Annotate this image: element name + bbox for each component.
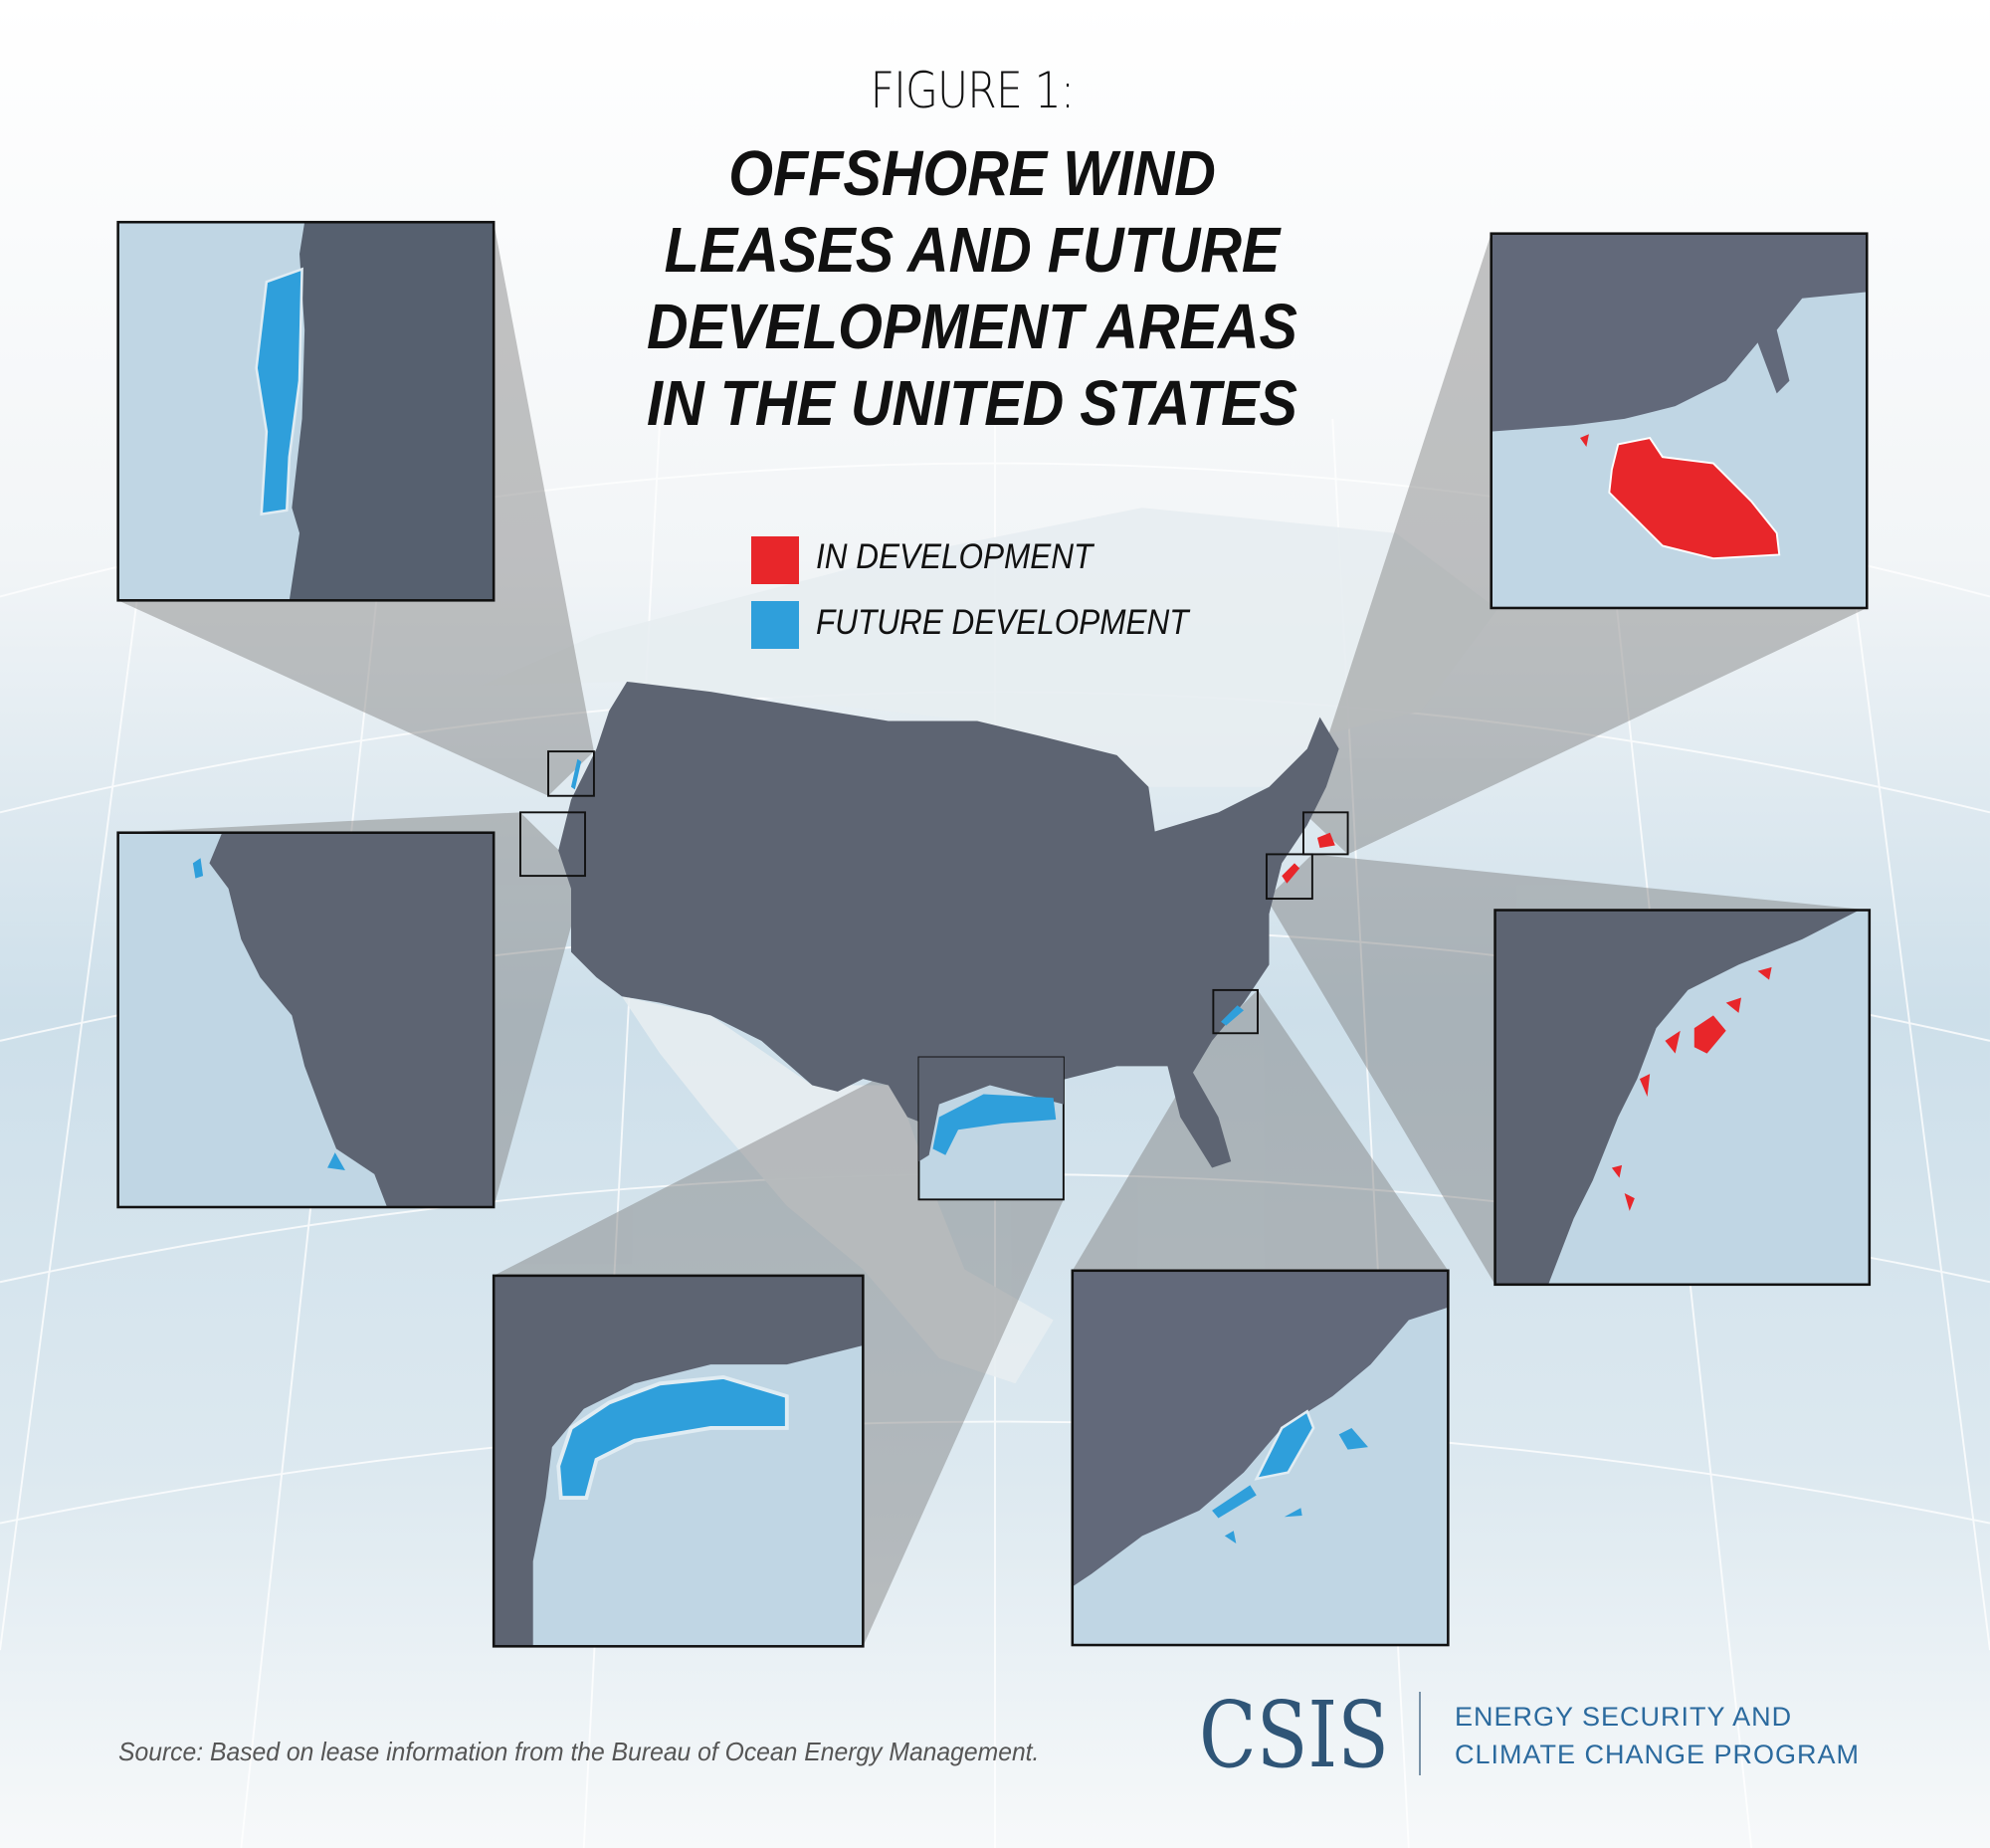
locator-gulf-lease (932, 1094, 1057, 1155)
midatl-lease-1 (1693, 1015, 1726, 1054)
locator-gulf-land (918, 1057, 1064, 1162)
locator-ma-lease (1316, 832, 1335, 849)
inset-gulf (492, 1274, 865, 1648)
legend-label-in-development: IN DEVELOPMENT (816, 537, 1094, 576)
locator-carolina-lease (1221, 1005, 1244, 1026)
ca-north-lease (192, 858, 204, 879)
legend-swatch-future-development (751, 601, 799, 649)
carolina-lease-3 (1338, 1427, 1368, 1450)
carolina-lease-4 (1284, 1508, 1302, 1518)
source-note: Source: Based on lease information from … (118, 1737, 1040, 1766)
inset-california (116, 831, 496, 1209)
title-line-4: IN THE UNITED STATES (647, 367, 1297, 439)
inset-oregon (116, 220, 496, 602)
logo-divider (1419, 1692, 1421, 1775)
midatl-lease-3 (1757, 966, 1772, 980)
midatl-lease-7 (1624, 1192, 1635, 1211)
midatl-lease-5 (1639, 1074, 1651, 1098)
locator-midatl-lease (1282, 863, 1300, 884)
title-line-3: DEVELOPMENT AREAS (647, 291, 1297, 362)
usa-landmass (558, 681, 1339, 1168)
ma-lease-area (1608, 436, 1781, 560)
legend-swatch-in-development (751, 536, 799, 584)
title-line-2: LEASES AND FUTURE (664, 214, 1281, 286)
program-name-line-2: CLIMATE CHANGE PROGRAM (1455, 1740, 1861, 1769)
program-name-line-1: ENERGY SECURITY AND (1455, 1702, 1793, 1732)
csis-logo: CSIS (1199, 1682, 1389, 1788)
gulf-lease-area (556, 1374, 789, 1501)
carolina-lease-2 (1212, 1485, 1257, 1519)
inset-massachusetts (1490, 232, 1869, 610)
ca-south-lease (327, 1152, 345, 1171)
legend-label-future-development: FUTURE DEVELOPMENT (816, 603, 1189, 642)
inset-carolinas (1071, 1269, 1450, 1647)
carolina-lease-1 (1254, 1409, 1315, 1481)
mexico-landmass (621, 996, 1054, 1384)
figure-label: FIGURE 1: (870, 62, 1075, 119)
locator-oregon-lease (570, 758, 582, 790)
oregon-lease-area (255, 267, 303, 516)
midatl-lease-4 (1665, 1030, 1681, 1054)
title-line-1: OFFSHORE WIND (728, 137, 1216, 209)
midatl-lease-6 (1611, 1164, 1623, 1178)
canada-landmass (482, 508, 1498, 787)
inset-mid-atlantic (1493, 909, 1872, 1287)
carolina-lease-5 (1224, 1531, 1237, 1544)
